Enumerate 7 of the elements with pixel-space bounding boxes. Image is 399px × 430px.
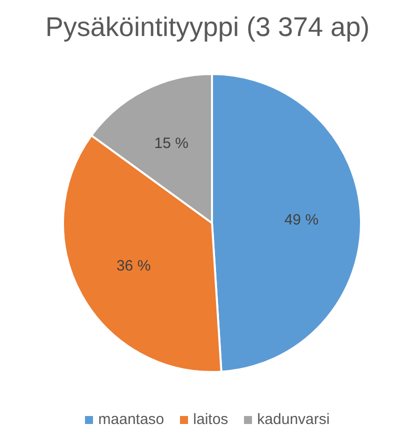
legend-label: kadunvarsi	[257, 411, 330, 428]
data-label: 49 %	[284, 212, 319, 229]
legend-label: laitos	[193, 411, 228, 428]
legend-label: maantaso	[98, 411, 164, 428]
chart-title: Pysäköintityyppi (3 374 ap)	[44, 12, 371, 43]
data-label: 15 %	[154, 134, 188, 152]
data-label: 36 %	[116, 258, 151, 275]
